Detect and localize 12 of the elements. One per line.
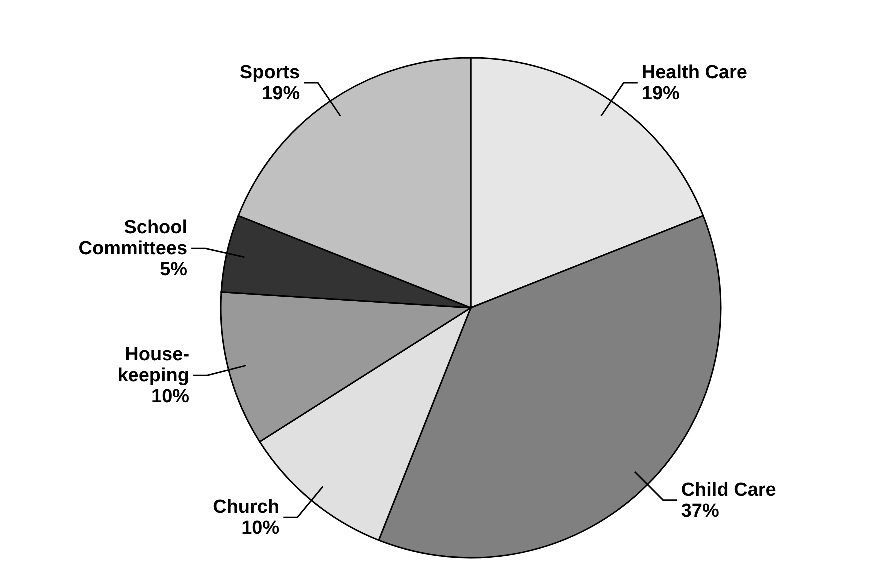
data-label: 37% xyxy=(681,500,720,522)
slice-label: Child Care xyxy=(681,479,776,500)
slice-label: House-keeping xyxy=(118,344,190,386)
slice-label: Church xyxy=(213,496,280,518)
data-label: 10% xyxy=(152,386,190,408)
data-label: 10% xyxy=(242,518,280,539)
data-label: 19% xyxy=(262,83,300,104)
slice-label: Sports xyxy=(240,62,300,84)
slice-label: School Committees xyxy=(78,217,188,260)
data-label: 19% xyxy=(642,83,680,104)
slice-label: Health Care xyxy=(642,62,748,84)
data-label: 5% xyxy=(160,259,188,280)
